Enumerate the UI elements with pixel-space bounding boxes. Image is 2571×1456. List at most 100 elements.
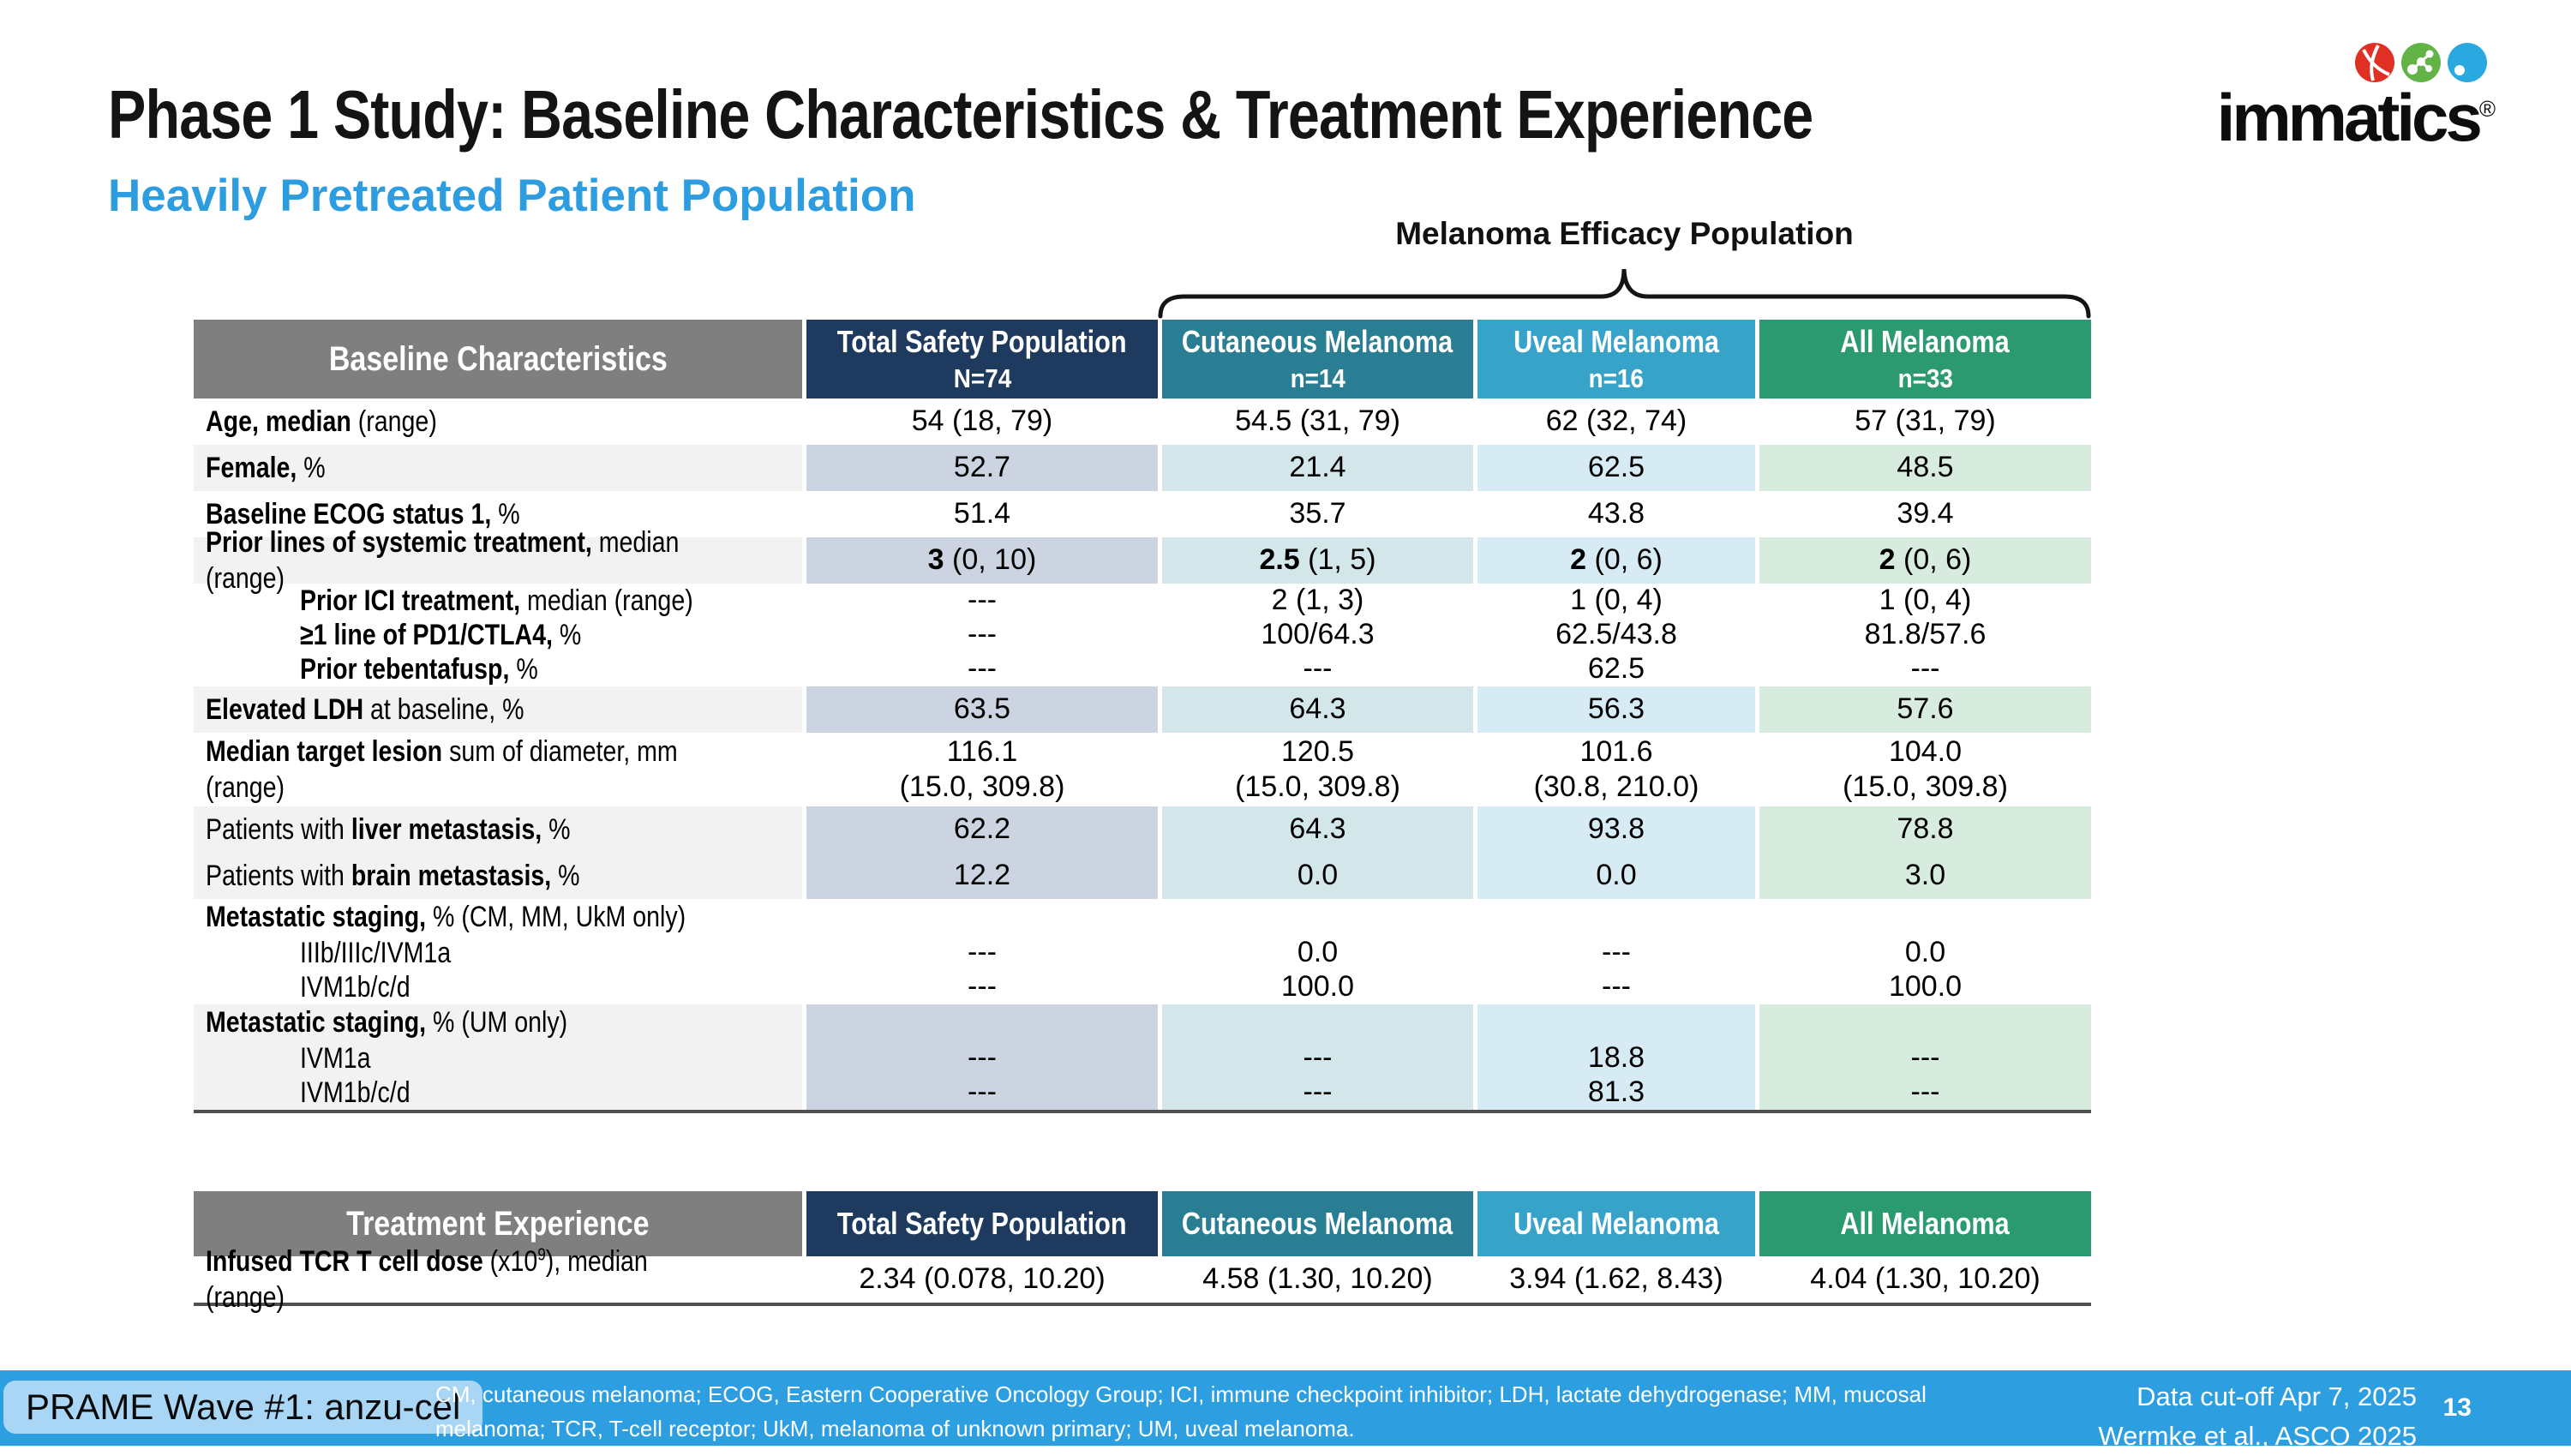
footer-bar: PRAME Wave #1: anzu-cel CM, cutaneous me…: [0, 1370, 2571, 1451]
row-label: Baseline ECOG status 1, %: [194, 491, 802, 537]
table-header-label: Baseline Characteristics: [194, 320, 802, 398]
cell-value: ---: [1303, 1041, 1333, 1075]
row-label: Patients with liver metastasis, %: [194, 806, 802, 853]
cell-value: 64.3: [1289, 812, 1346, 846]
row-label: Elevated LDH at baseline, %: [194, 686, 802, 733]
cell-value: 104.0 (15.0, 309.8): [1843, 734, 2008, 803]
cell-value: ---: [968, 584, 997, 617]
row-label-text: IVM1b/c/d: [300, 970, 411, 1004]
immatics-logo: immatics®: [2213, 43, 2496, 151]
cell-value: 62.5: [1587, 652, 1645, 686]
table-cell: 0.0: [1755, 936, 2091, 970]
table-cell: ---: [1755, 652, 2091, 686]
column-header: Cutaneous Melanoma: [1158, 1191, 1473, 1256]
cell-value: 12.2: [953, 859, 1011, 892]
column-header: Uveal Melanoma n=16: [1473, 320, 1755, 398]
table-cell: 104.0 (15.0, 309.8): [1755, 733, 2091, 806]
table-cell: 57.6: [1755, 686, 2091, 733]
row-label: IVM1b/c/d: [194, 970, 802, 1004]
table-cell: 62.5/43.8: [1473, 618, 1755, 652]
citation-block: Data cut-off Apr 7, 2025 Wermke et al., …: [2098, 1377, 2417, 1456]
cell-value: 62.2: [953, 812, 1011, 846]
table-cell: 81.3: [1473, 1076, 1755, 1110]
logo-circles-icon: [2213, 43, 2487, 82]
table-row: ≥1 line of PD1/CTLA4, % --- 100/64.3 62.5/4…: [194, 618, 2091, 652]
logo-blue-circle-icon: [2448, 43, 2487, 82]
row-label-text: Elevated LDH at baseline, %: [206, 692, 524, 726]
table-bottom-rule: [194, 1303, 2091, 1306]
table-header-label: Treatment Experience: [194, 1191, 802, 1256]
table-row: IIIb/IIIc/IVM1a --- 0.0 --- 0.0: [194, 936, 2091, 970]
column-header-title: All Melanoma: [1840, 1205, 2011, 1241]
cell-value: 100/64.3: [1261, 618, 1375, 651]
table-row: Infused TCR T cell dose (x109), median (…: [194, 1245, 2091, 1314]
cell-value: 64.3: [1289, 692, 1346, 726]
column-header: All Melanoma n=33: [1755, 320, 2091, 398]
logo-red-circle-icon: [2355, 43, 2394, 82]
cell-value: 57 (31, 79): [1855, 404, 1996, 438]
table-cell: 3 (0, 10): [802, 537, 1158, 584]
table-cell: 54.5 (31, 79): [1158, 398, 1473, 445]
table-header-row: Treatment Experience Total Safety Populat…: [194, 1191, 2091, 1256]
cell-value: 116.1 (15.0, 309.8): [899, 734, 1065, 803]
cell-value: 2 (1, 3): [1271, 584, 1364, 617]
table-cell: 54 (18, 79): [802, 398, 1158, 445]
table-cell: 3.0: [1755, 853, 2091, 899]
table-row: Elevated LDH at baseline, % 63.5 64.3 56.3 5…: [194, 686, 2091, 733]
cell-value: 0.0: [1297, 936, 1339, 969]
table-cell: 100.0: [1158, 970, 1473, 1004]
table-cell: [1755, 1004, 2091, 1041]
table-row: Metastatic staging, % (UM only): [194, 1004, 2091, 1041]
row-label-text: Baseline ECOG status 1, %: [206, 497, 520, 530]
table-row: Prior lines of systemic treatment, media…: [194, 526, 2091, 595]
cell-value: 39.4: [1897, 497, 1954, 530]
table-row: IVM1b/c/d --- 100.0 --- 100.0: [194, 970, 2091, 1004]
table-cell: 2.5 (1, 5): [1158, 537, 1473, 584]
column-header-n: n=14: [1290, 363, 1345, 394]
column-header-title: All Melanoma: [1840, 324, 2011, 360]
logo-wordmark: immatics®: [2216, 80, 2496, 155]
table-bottom-rule: [194, 1110, 2091, 1113]
row-label-text: IVM1b/c/d: [300, 1076, 411, 1109]
cell-value: 1 (0, 4): [1570, 584, 1663, 617]
column-header-title: Cutaneous Melanoma: [1182, 1205, 1453, 1241]
table-cell: 78.8: [1755, 806, 2091, 853]
row-label-text: Age, median (range): [206, 404, 437, 438]
table-row: IVM1a --- --- 18.8 ---: [194, 1041, 2091, 1076]
cell-value: 120.5 (15.0, 309.8): [1235, 734, 1400, 803]
column-header-n: n=16: [1588, 363, 1645, 394]
cell-value: 2.34 (0.078, 10.20): [859, 1262, 1106, 1296]
row-label-text: ≥1 line of PD1/CTLA4, %: [300, 618, 582, 651]
data-cutoff-text: Data cut-off Apr 7, 2025: [2137, 1381, 2417, 1411]
cell-value: ---: [1910, 1076, 1940, 1109]
page-title: Phase 1 Study: Baseline Characteristics …: [108, 76, 1813, 153]
row-label: Metastatic staging, % (CM, MM, UkM only): [194, 899, 802, 936]
table-cell: [1473, 899, 1755, 936]
cell-value: 2.5 (1, 5): [1259, 543, 1376, 577]
table-cell: 64.3: [1158, 686, 1473, 733]
row-label-text: Metastatic staging, % (CM, MM, UkM only): [206, 901, 686, 934]
column-header-n: N=74: [953, 363, 1011, 394]
table-row: Prior ICI treatment, median (range) --- 2 …: [194, 584, 2091, 618]
row-label-text: IVM1a: [300, 1041, 371, 1075]
treatment-experience-table: Treatment Experience Total Safety Populat…: [194, 1191, 2091, 1314]
page-number: 13: [2442, 1393, 2472, 1422]
table-cell: 0.0: [1158, 936, 1473, 970]
table-cell: 1 (0, 4): [1755, 584, 2091, 618]
table-cell: ---: [802, 970, 1158, 1004]
table-cell: 21.4: [1158, 445, 1473, 491]
table-row: Age, median (range) 54 (18, 79) 54.5 (31, …: [194, 398, 2091, 445]
column-header-title: Uveal Melanoma: [1513, 1205, 1719, 1241]
cell-value: 18.8: [1587, 1041, 1645, 1075]
cell-value: 81.8/57.6: [1864, 618, 1987, 651]
table-cell: 100.0: [1755, 970, 2091, 1004]
column-header: Total Safety Population N=74: [802, 320, 1158, 398]
cell-value: ---: [1303, 652, 1333, 686]
row-label-text: Female, %: [206, 451, 326, 484]
program-badge: PRAME Wave #1: anzu-cel: [3, 1381, 483, 1434]
table-cell: 64.3: [1158, 806, 1473, 853]
table-cell: [1473, 1004, 1755, 1041]
table-cell: 56.3: [1473, 686, 1755, 733]
row-label-text: Patients with liver metastasis, %: [206, 812, 571, 846]
table-row: Patients with brain metastasis, % 12.2 0.0…: [194, 853, 2091, 899]
